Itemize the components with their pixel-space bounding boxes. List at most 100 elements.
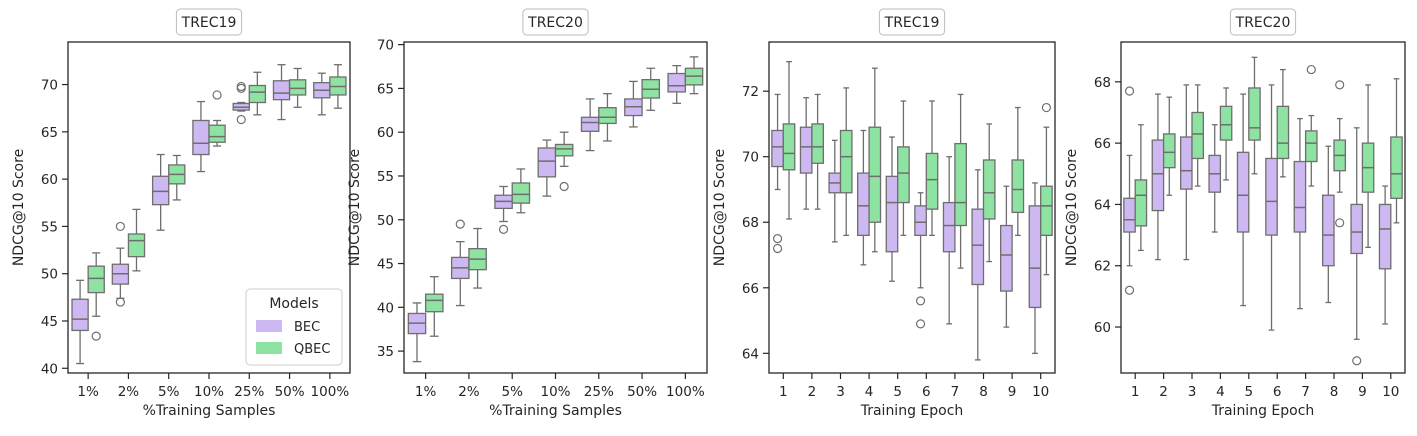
iqr-box <box>1000 224 1013 292</box>
x-tick-label: 8 <box>979 384 988 400</box>
box-qbec-25% <box>248 71 267 116</box>
iqr-box <box>914 205 927 237</box>
box-qbec-5% <box>511 168 531 214</box>
box-qbec-8 <box>982 123 996 263</box>
iqr-box <box>208 124 226 143</box>
y-tick-label: 40 <box>377 300 394 316</box>
box-qbec-3 <box>839 87 853 237</box>
series-bec <box>407 64 687 363</box>
box-qbec-9 <box>1011 106 1025 237</box>
y-tick-label: 45 <box>41 314 58 330</box>
y-tick-label: 60 <box>377 125 394 141</box>
box-qbec-4 <box>1219 87 1233 181</box>
x-tick-label: 1 <box>1131 384 1140 400</box>
title-text: TREC19 <box>884 15 940 31</box>
iqr-box <box>811 123 824 164</box>
series-bec <box>1123 84 1392 366</box>
box-qbec-10 <box>1040 102 1053 276</box>
iqr-box <box>857 172 870 237</box>
y-tick-label: 68 <box>1094 75 1111 91</box>
iqr-box <box>982 159 996 220</box>
box-bec-10% <box>537 139 557 197</box>
panel-title: TREC19 <box>878 8 946 36</box>
outlier-point <box>915 319 926 329</box>
y-axis: 60 62 64 66 68 NDCG@10 Score <box>1064 75 1121 336</box>
box-bec-50% <box>624 80 643 128</box>
box-bec-25% <box>580 98 600 152</box>
box-bec-9 <box>1350 127 1364 366</box>
iqr-box <box>1276 105 1290 160</box>
y-tick-label: 70 <box>742 150 759 166</box>
outlier-point <box>236 81 246 92</box>
x-tick-label: 6 <box>1273 384 1282 400</box>
box-bec-1 <box>771 93 784 254</box>
x-tick-label: 2% <box>118 384 140 400</box>
iqr-box <box>1011 159 1025 214</box>
x-tick-label: 10% <box>194 384 224 400</box>
box-qbec-8 <box>1333 80 1347 228</box>
box-qbec-1 <box>782 61 796 220</box>
x-tick-label: 3 <box>1188 384 1197 400</box>
legend-swatch-bec <box>256 320 282 332</box>
x-axis: 1 2 3 4 5 6 7 8 9 10 Training Epoch <box>779 373 1049 419</box>
x-axis-label: %Training Samples <box>143 403 276 419</box>
legend-swatch-qbec <box>256 342 282 354</box>
iqr-box <box>942 201 956 253</box>
box-qbec-100% <box>329 64 347 109</box>
iqr-box <box>87 265 105 294</box>
x-tick-label: 100% <box>666 384 705 400</box>
outlier-point <box>455 219 465 229</box>
box-qbec-5 <box>1248 56 1261 175</box>
x-tick-label: 9 <box>1358 384 1367 400</box>
iqr-box <box>1151 139 1165 212</box>
y-axis-label: NDCG@10 Score <box>11 149 27 266</box>
panel-title: TREC20 <box>522 8 589 36</box>
series-bec <box>71 64 331 365</box>
box-qbec-5 <box>897 100 910 237</box>
iqr-box <box>885 175 899 253</box>
iqr-box <box>1248 87 1261 141</box>
panel-title: TREC20 <box>1229 8 1297 36</box>
outlier-point <box>91 331 101 341</box>
panel-title: TREC19 <box>175 8 243 36</box>
box-bec-9 <box>1000 185 1013 328</box>
plot-frame <box>67 41 351 374</box>
box-qbec-10% <box>208 90 226 147</box>
box-qbec-2% <box>468 227 487 289</box>
series-bec <box>771 93 1042 361</box>
x-tick-label: 2 <box>1159 384 1168 400</box>
y-tick-label: 72 <box>742 84 759 100</box>
outlier-point <box>1335 80 1345 90</box>
iqr-box <box>1028 205 1042 309</box>
y-tick-label: 70 <box>41 78 58 94</box>
y-tick-label: 45 <box>377 257 394 273</box>
x-tick-label: 25% <box>234 384 264 400</box>
box-qbec-10 <box>1390 78 1403 224</box>
title-text: TREC20 <box>1235 15 1291 31</box>
x-tick-label: 5 <box>1245 384 1254 400</box>
series-qbec <box>424 56 704 337</box>
iqr-box <box>1123 197 1136 233</box>
x-axis: 1% 2% 5% 10% 25% 50% 100% %Training Samples <box>415 373 705 419</box>
iqr-box <box>1390 136 1403 199</box>
box-qbec-50% <box>288 67 307 108</box>
y-tick-label: 50 <box>377 213 394 229</box>
x-tick-label: 5% <box>502 384 524 400</box>
title-text: TREC19 <box>181 15 237 31</box>
plot-frame <box>1120 41 1406 374</box>
x-tick-label: 2% <box>458 384 480 400</box>
y-tick-label: 62 <box>1094 259 1111 275</box>
y-axis: 64 66 68 70 72 NDCG@10 Score <box>712 84 769 362</box>
box-bec-25% <box>232 81 250 125</box>
x-tick-label: 10 <box>1382 384 1399 400</box>
box-bec-8 <box>1321 145 1335 304</box>
x-tick-label: 1% <box>415 384 437 400</box>
legend: Models BEC QBEC <box>245 288 343 366</box>
y-tick-label: 50 <box>41 267 58 283</box>
outlier-point <box>772 243 783 254</box>
x-tick-label: 2 <box>808 384 817 400</box>
iqr-box <box>868 126 882 223</box>
iqr-box <box>771 129 784 168</box>
x-axis-label: Training Epoch <box>1211 403 1315 419</box>
